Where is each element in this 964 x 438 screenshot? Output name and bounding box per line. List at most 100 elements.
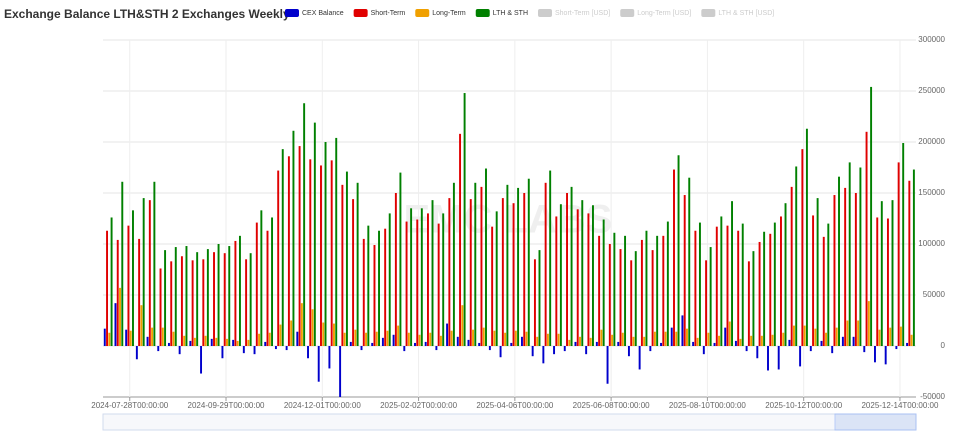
bar: [339, 346, 342, 397]
bar: [651, 250, 654, 346]
bar: [279, 324, 282, 346]
bar: [720, 216, 723, 346]
bar: [410, 208, 413, 346]
bar: [559, 204, 562, 346]
zoom-track[interactable]: [102, 413, 917, 431]
bar: [151, 327, 154, 346]
bar: [795, 166, 798, 346]
bar: [876, 217, 879, 346]
bar: [784, 203, 787, 346]
legend-label[interactable]: Long-Term [USD]: [637, 10, 691, 17]
bar: [435, 346, 438, 351]
bar: [737, 230, 740, 346]
y-tick-label: 150000: [918, 188, 945, 197]
bar: [820, 340, 823, 346]
legend-label[interactable]: Short-Term [USD]: [555, 10, 610, 17]
legend-swatch[interactable]: [701, 9, 716, 17]
bar: [715, 226, 718, 346]
bar: [555, 216, 558, 346]
legend-label[interactable]: CEX Balance: [302, 10, 344, 17]
bar: [587, 213, 590, 346]
bar: [268, 332, 271, 346]
bar: [424, 341, 427, 346]
bar: [172, 331, 175, 346]
legend-swatch[interactable]: [353, 9, 368, 17]
bar: [365, 332, 368, 346]
bar: [431, 200, 434, 346]
bar: [196, 252, 199, 346]
bar: [277, 170, 280, 346]
bar: [688, 177, 691, 346]
bar: [621, 332, 624, 346]
bar: [142, 198, 145, 346]
bar: [191, 260, 194, 346]
bar: [852, 336, 855, 346]
x-tick-label: 2024-12-01T00:00:00: [284, 401, 362, 410]
bar: [148, 200, 151, 346]
bar: [533, 259, 536, 346]
legend-swatch[interactable]: [415, 9, 430, 17]
bar: [624, 235, 627, 346]
bar: [833, 195, 836, 346]
bar: [844, 187, 847, 346]
x-tick-label: 2025-06-08T00:00:00: [573, 401, 651, 410]
legend-label[interactable]: Short-Term: [371, 10, 406, 17]
bar: [439, 335, 442, 346]
bar: [512, 203, 515, 346]
bar: [698, 222, 701, 346]
bar: [891, 200, 894, 346]
bar: [640, 239, 643, 346]
bar: [467, 339, 470, 346]
legend-swatch[interactable]: [475, 9, 490, 17]
bar: [553, 346, 556, 355]
legend-swatch[interactable]: [620, 9, 635, 17]
bar: [213, 252, 215, 346]
bar: [773, 222, 776, 346]
bar: [745, 346, 748, 352]
bar: [645, 230, 648, 346]
bar: [734, 340, 737, 346]
bar: [608, 244, 611, 346]
bar: [769, 233, 772, 346]
bar: [707, 332, 710, 346]
bar: [827, 223, 830, 346]
bar: [204, 335, 207, 346]
legend-label[interactable]: LTH & STH: [493, 10, 528, 17]
bar: [189, 340, 192, 346]
bar: [140, 305, 143, 346]
bar: [480, 186, 483, 346]
bar: [119, 287, 121, 346]
bar: [450, 330, 453, 346]
legend-label[interactable]: LTH & STH [USD]: [718, 10, 774, 17]
bar: [223, 253, 226, 346]
data-zoom[interactable]: [102, 413, 917, 431]
bar: [228, 246, 231, 346]
legend-label[interactable]: Long-Term: [432, 10, 466, 17]
bar: [463, 93, 466, 346]
bar: [469, 199, 472, 346]
x-tick-label: 2025-04-06T00:00:00: [476, 401, 554, 410]
bar: [838, 176, 840, 346]
y-tick-label: 200000: [918, 137, 945, 146]
bar: [328, 346, 331, 369]
bar: [653, 331, 656, 346]
bar: [504, 332, 507, 346]
bar: [585, 346, 588, 355]
bar: [407, 332, 410, 346]
bar: [343, 332, 346, 346]
bar: [542, 346, 545, 364]
bar: [501, 198, 504, 346]
bar: [809, 346, 812, 352]
bar: [602, 219, 605, 346]
bar: [200, 346, 203, 374]
bar: [570, 186, 573, 346]
bar: [345, 171, 348, 346]
zoom-window[interactable]: [834, 413, 917, 431]
bar: [908, 180, 911, 346]
bar: [459, 133, 462, 346]
legend-swatch[interactable]: [285, 9, 299, 17]
legend-swatch[interactable]: [538, 9, 552, 17]
bar: [670, 327, 673, 346]
bar: [202, 259, 205, 346]
